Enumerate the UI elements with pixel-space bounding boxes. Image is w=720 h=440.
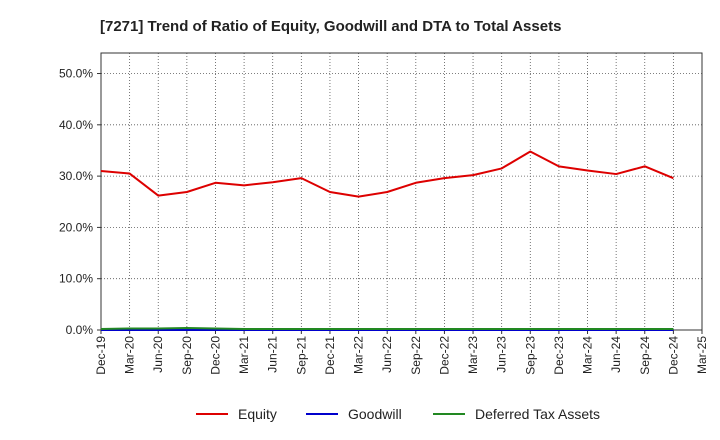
x-tick-label: Sep-23 <box>523 336 537 375</box>
x-tick-label: Dec-24 <box>666 336 680 375</box>
x-tick-label: Jun-21 <box>266 336 280 373</box>
x-tick-label: Mar-21 <box>237 336 251 374</box>
x-tick-label: Sep-20 <box>180 336 194 375</box>
x-tick-label: Mar-25 <box>695 336 709 374</box>
x-tick-label: Mar-24 <box>581 336 595 374</box>
x-tick-label: Dec-19 <box>94 336 108 375</box>
y-tick-label: 20.0% <box>59 220 93 234</box>
legend: Equity Goodwill Deferred Tax Assets <box>196 406 600 422</box>
series-line-deferred-tax-assets <box>100 326 674 330</box>
x-tick-label: Sep-22 <box>409 336 423 375</box>
x-tick-label: Sep-21 <box>294 336 308 375</box>
x-tick-label: Jun-24 <box>609 336 623 373</box>
x-tick-label: Jun-22 <box>380 336 394 373</box>
x-tick-label: Jun-20 <box>151 336 165 373</box>
x-tick-label: Sep-24 <box>638 336 652 375</box>
legend-label: Equity <box>238 406 277 422</box>
plot-background <box>101 53 702 330</box>
y-tick-label: 40.0% <box>59 118 93 132</box>
y-tick-label: 30.0% <box>59 169 93 183</box>
legend-label: Deferred Tax Assets <box>475 406 600 422</box>
y-tick-label: 10.0% <box>59 272 93 286</box>
plot-area: 0.0% 10.0% 20.0% 30.0% 40.0% 50.0% Dec-19 Mar-2… <box>59 52 709 375</box>
x-tick-label: Mar-20 <box>123 336 137 374</box>
x-tick-label: Dec-22 <box>437 336 451 375</box>
x-tick-label: Mar-23 <box>466 336 480 374</box>
x-tick-label: Dec-20 <box>208 336 222 375</box>
legend-label: Goodwill <box>348 406 402 422</box>
series-line-equity <box>100 150 674 198</box>
chart-title: [7271] Trend of Ratio of Equity, Goodwil… <box>100 18 561 35</box>
y-tick-label: 0.0% <box>66 323 94 337</box>
x-tick-label: Dec-23 <box>552 336 566 375</box>
x-tick-label: Mar-22 <box>352 336 366 374</box>
x-tick-label: Jun-23 <box>495 336 509 373</box>
x-tick-label: Dec-21 <box>323 336 337 375</box>
y-tick-label: 50.0% <box>59 67 93 81</box>
